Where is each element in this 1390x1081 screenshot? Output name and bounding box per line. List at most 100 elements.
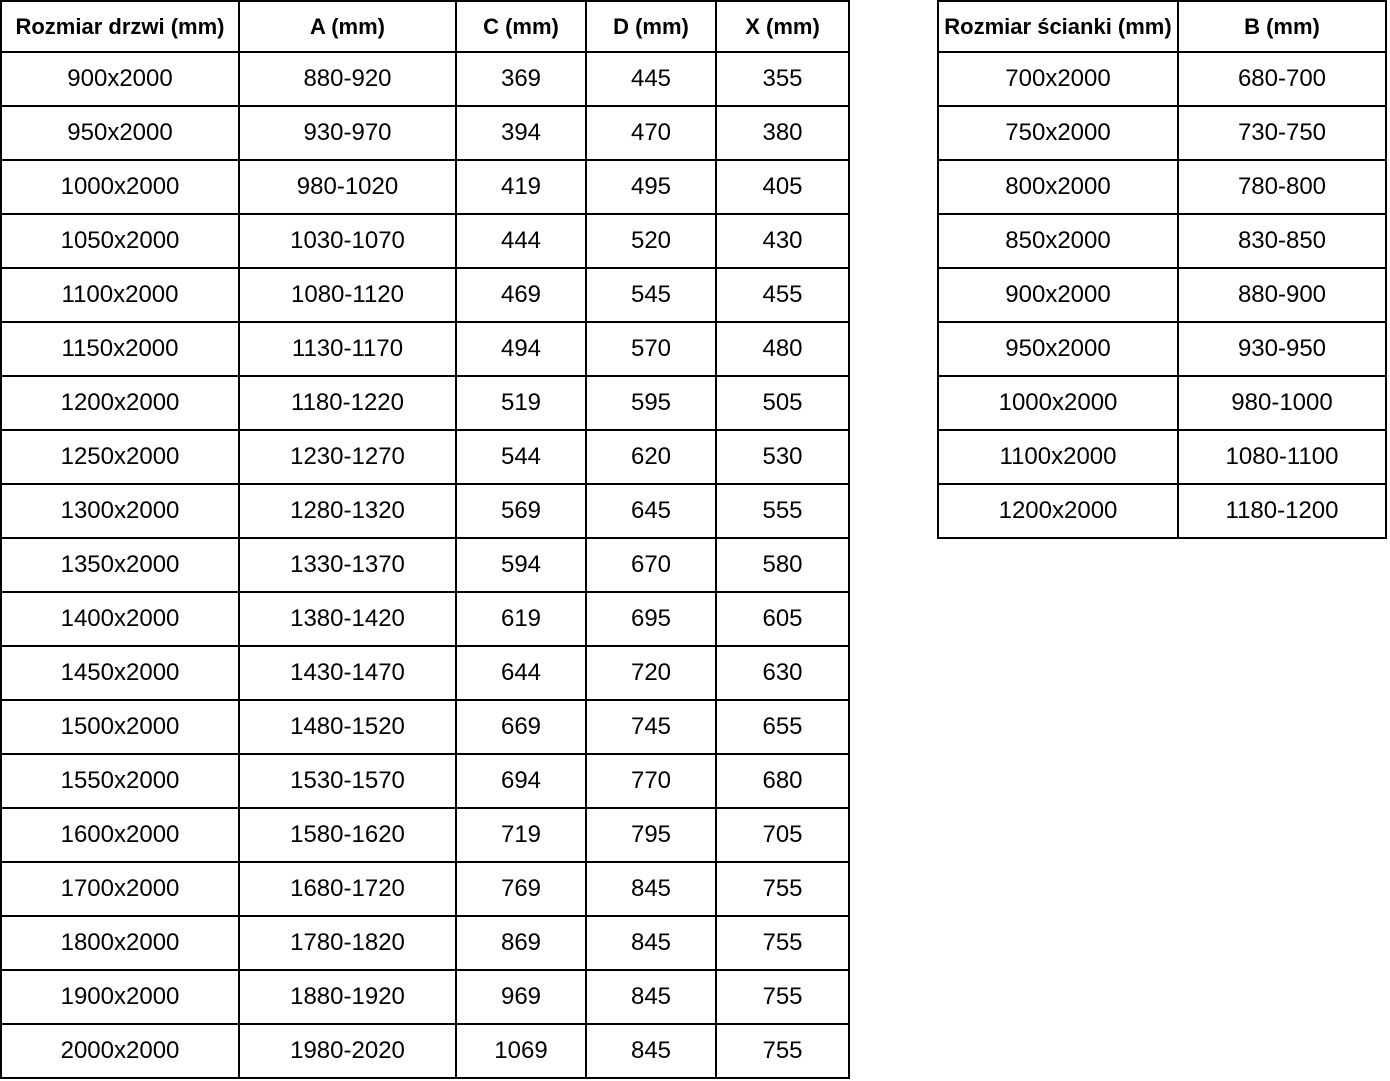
door-table-header-row: Rozmiar drzwi (mm) A (mm) C (mm) D (mm) …: [0, 0, 850, 53]
table-cell: 1080-1120: [238, 267, 457, 323]
table-cell: 705: [715, 807, 850, 863]
table-cell: 769: [455, 861, 587, 917]
table-row: 1350x2000 1330-1370 594 670 580: [0, 537, 850, 593]
table-cell: 569: [455, 483, 587, 539]
table-cell: 1400x2000: [0, 591, 240, 647]
table-row: 1450x2000 1430-1470 644 720 630: [0, 645, 850, 701]
door-table-header-c: C (mm): [455, 0, 587, 53]
table-cell: 695: [585, 591, 717, 647]
table-cell: 605: [715, 591, 850, 647]
table-cell: 470: [585, 105, 717, 161]
table-cell: 845: [585, 915, 717, 971]
table-cell: 880-900: [1177, 267, 1387, 323]
table-cell: 494: [455, 321, 587, 377]
table-cell: 720: [585, 645, 717, 701]
door-table-header-rozmiar-drzwi: Rozmiar drzwi (mm): [0, 0, 240, 53]
table-cell: 1200x2000: [0, 375, 240, 431]
door-sizes-table: Rozmiar drzwi (mm) A (mm) C (mm) D (mm) …: [0, 0, 850, 1079]
table-cell: 1300x2000: [0, 483, 240, 539]
table-cell: 845: [585, 969, 717, 1025]
table-cell: 680-700: [1177, 51, 1387, 107]
table-cell: 545: [585, 267, 717, 323]
table-cell: 755: [715, 861, 850, 917]
table-cell: 520: [585, 213, 717, 269]
table-cell: 1430-1470: [238, 645, 457, 701]
table-cell: 594: [455, 537, 587, 593]
table-row: 1300x2000 1280-1320 569 645 555: [0, 483, 850, 539]
table-cell: 1330-1370: [238, 537, 457, 593]
table-cell: 1000x2000: [937, 375, 1179, 431]
table-cell: 1130-1170: [238, 321, 457, 377]
table-cell: 405: [715, 159, 850, 215]
table-cell: 900x2000: [937, 267, 1179, 323]
table-cell: 1150x2000: [0, 321, 240, 377]
table-cell: 544: [455, 429, 587, 485]
table-cell: 645: [585, 483, 717, 539]
table-cell: 750x2000: [937, 105, 1179, 161]
table-cell: 1069: [455, 1023, 587, 1079]
table-cell: 1700x2000: [0, 861, 240, 917]
table-cell: 694: [455, 753, 587, 809]
wall-table-header-b: B (mm): [1177, 0, 1387, 53]
door-table-body: 900x2000 880-920 369 445 355 950x2000 930-970 3…: [0, 51, 850, 1079]
table-cell: 1880-1920: [238, 969, 457, 1025]
table-row: 1200x2000 1180-1200: [937, 483, 1387, 539]
table-cell: 355: [715, 51, 850, 107]
table-cell: 719: [455, 807, 587, 863]
table-row: 800x2000 780-800: [937, 159, 1387, 215]
table-row: 700x2000 680-700: [937, 51, 1387, 107]
table-cell: 1980-2020: [238, 1023, 457, 1079]
table-cell: 1250x2000: [0, 429, 240, 485]
table-cell: 1000x2000: [0, 159, 240, 215]
door-table-header-a: A (mm): [238, 0, 457, 53]
table-cell: 800x2000: [937, 159, 1179, 215]
table-cell: 480: [715, 321, 850, 377]
table-row: 1500x2000 1480-1520 669 745 655: [0, 699, 850, 755]
table-cell: 595: [585, 375, 717, 431]
table-cell: 670: [585, 537, 717, 593]
table-cell: 1100x2000: [0, 267, 240, 323]
table-cell: 2000x2000: [0, 1023, 240, 1079]
table-row: 950x2000 930-950: [937, 321, 1387, 377]
table-cell: 730-750: [1177, 105, 1387, 161]
table-cell: 669: [455, 699, 587, 755]
door-table-header-x: X (mm): [715, 0, 850, 53]
table-cell: 850x2000: [937, 213, 1179, 269]
table-cell: 1200x2000: [937, 483, 1179, 539]
table-row: 1900x2000 1880-1920 969 845 755: [0, 969, 850, 1025]
table-cell: 745: [585, 699, 717, 755]
table-cell: 830-850: [1177, 213, 1387, 269]
table-cell: 930-970: [238, 105, 457, 161]
table-row: 2000x2000 1980-2020 1069 845 755: [0, 1023, 850, 1079]
table-cell: 555: [715, 483, 850, 539]
table-cell: 770: [585, 753, 717, 809]
table-cell: 1530-1570: [238, 753, 457, 809]
table-cell: 1800x2000: [0, 915, 240, 971]
table-cell: 530: [715, 429, 850, 485]
table-row: 850x2000 830-850: [937, 213, 1387, 269]
table-cell: 780-800: [1177, 159, 1387, 215]
table-cell: 980-1020: [238, 159, 457, 215]
table-cell: 755: [715, 1023, 850, 1079]
table-cell: 630: [715, 645, 850, 701]
table-cell: 1580-1620: [238, 807, 457, 863]
wall-table-header-row: Rozmiar ścianki (mm) B (mm): [937, 0, 1387, 53]
table-cell: 845: [585, 861, 717, 917]
table-cell: 369: [455, 51, 587, 107]
table-cell: 930-950: [1177, 321, 1387, 377]
table-cell: 845: [585, 1023, 717, 1079]
table-row: 1550x2000 1530-1570 694 770 680: [0, 753, 850, 809]
table-cell: 1550x2000: [0, 753, 240, 809]
table-cell: 1030-1070: [238, 213, 457, 269]
table-cell: 469: [455, 267, 587, 323]
table-cell: 1180-1220: [238, 375, 457, 431]
table-row: 1100x2000 1080-1120 469 545 455: [0, 267, 850, 323]
table-cell: 495: [585, 159, 717, 215]
table-row: 1150x2000 1130-1170 494 570 480: [0, 321, 850, 377]
table-cell: 1050x2000: [0, 213, 240, 269]
table-cell: 969: [455, 969, 587, 1025]
table-cell: 619: [455, 591, 587, 647]
table-cell: 1900x2000: [0, 969, 240, 1025]
table-row: 1600x2000 1580-1620 719 795 705: [0, 807, 850, 863]
table-cell: 900x2000: [0, 51, 240, 107]
